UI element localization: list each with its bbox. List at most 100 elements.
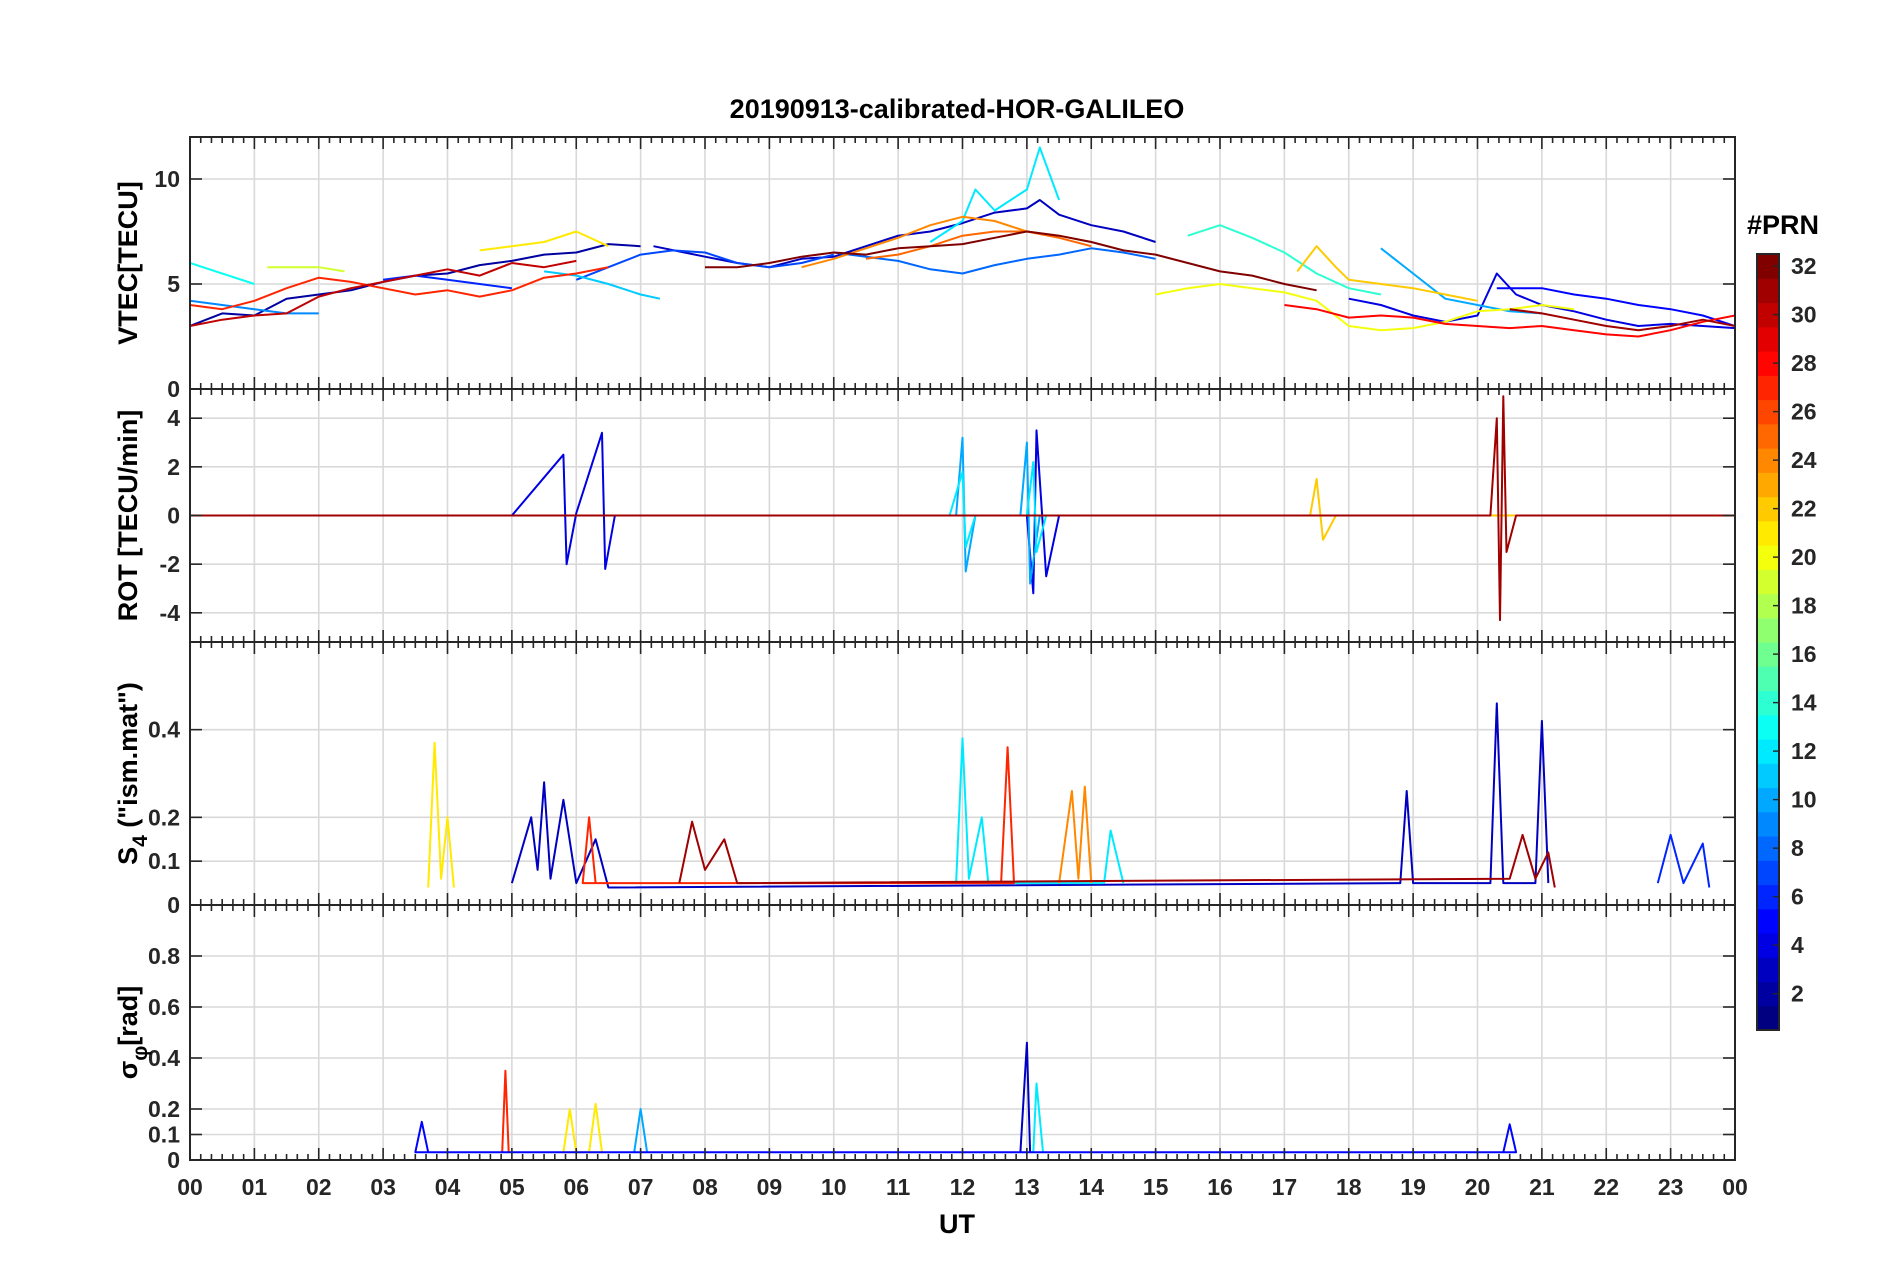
colorbar-label: #PRN — [1747, 210, 1819, 240]
series-prn-27 — [581, 746, 1015, 885]
x-tick-label: 08 — [692, 1174, 718, 1200]
x-tick-label: 00 — [177, 1174, 203, 1200]
colorbar-cell — [1757, 569, 1779, 595]
y-tick-label: 0.2 — [148, 804, 180, 830]
series-prn-20 — [1155, 283, 1575, 332]
colorbar-tick-label: 26 — [1791, 399, 1817, 425]
colorbar-cell — [1757, 1005, 1779, 1031]
colorbar-cell — [1757, 617, 1779, 643]
colorbar-tick-label: 10 — [1791, 787, 1817, 813]
colorbar-tick-label: 12 — [1791, 738, 1817, 764]
series-prn-7 — [575, 249, 835, 281]
y-label-sub: φ — [129, 1046, 152, 1061]
panel-s4: 0 0.1 0.2 0.4S4 ("ism.mat") — [113, 641, 1736, 918]
colorbar-cell — [1757, 448, 1779, 473]
y-tick-label: 0.6 — [148, 994, 180, 1020]
colorbar-cell — [1757, 787, 1779, 813]
grid-vtec — [190, 137, 1735, 389]
x-tick-label: 05 — [499, 1174, 525, 1200]
series-prn-21 — [427, 741, 455, 888]
series-prn-10 — [1380, 247, 1542, 315]
series-prn-25 — [865, 230, 1092, 260]
series-group-rot — [190, 395, 1735, 622]
series-prn-14 — [1187, 224, 1382, 296]
y-label-rest: ("ism.mat") — [113, 682, 143, 835]
colorbar-tick-label: 32 — [1791, 253, 1817, 279]
colorbar-tick-label: 2 — [1791, 981, 1804, 1007]
y-ticks-vtec: 0 5 10 — [154, 166, 1735, 402]
colorbar-tick-label: 18 — [1791, 593, 1817, 619]
series-prn-28 — [1284, 304, 1735, 338]
x-tick-label: 12 — [950, 1174, 976, 1200]
colorbar-cell — [1757, 884, 1779, 910]
x-tick-label: 21 — [1529, 1174, 1555, 1200]
series-prn-32 — [705, 230, 1317, 292]
y-tick-label: 0 — [167, 892, 180, 918]
colorbar-cell — [1757, 739, 1779, 764]
x-tick-labels: 00 01 02 03 04 05 06 07 08 09 10 11 12 13 14 15 16 17 18 19… — [177, 1174, 1748, 1200]
colorbar-cell — [1757, 908, 1779, 934]
colorbar-cell — [1757, 423, 1779, 449]
colorbar-cell — [1757, 496, 1779, 522]
colorbar-tick-label: 22 — [1791, 496, 1817, 522]
y-tick-label: 0 — [167, 503, 180, 529]
x-tick-label: 22 — [1593, 1174, 1619, 1200]
series-prn-24 — [1058, 785, 1093, 884]
series-prn-24 — [801, 215, 1092, 269]
x-tick-label: 10 — [821, 1174, 847, 1200]
y-tick-label: 0 — [167, 376, 180, 402]
series-prn-3 — [1019, 1041, 1032, 1153]
y-axis-label-s4: S4 ("ism.mat") — [113, 682, 152, 865]
series-prn-27 — [190, 266, 609, 311]
colorbar-cell — [1757, 326, 1779, 352]
y-tick-label: 0 — [167, 1147, 180, 1173]
series-prn-8 — [833, 247, 1156, 275]
series-prn-3 — [510, 702, 1550, 889]
colorbar-cell — [1757, 933, 1779, 958]
x-axis-label: UT — [939, 1209, 975, 1239]
series-prn-13 — [190, 262, 255, 285]
colorbar-cell — [1757, 763, 1779, 789]
y-tick-label: 4 — [167, 405, 180, 431]
series-prn-22 — [1296, 245, 1478, 302]
x-ticks-s4 — [189, 642, 1736, 905]
x-tick-label: 13 — [1014, 1174, 1040, 1200]
x-tick-label: 01 — [242, 1174, 268, 1200]
y-axis-label-rot: ROT [TECU/min] — [113, 410, 143, 621]
series-prn-10 — [633, 1108, 649, 1153]
series-group-vtec — [190, 146, 1735, 338]
colorbar-cell — [1757, 520, 1779, 546]
series-prn-12 — [1032, 1082, 1044, 1153]
y-label-main: σ — [113, 1061, 143, 1079]
series-prn-31 — [190, 395, 1735, 622]
colorbar-cell — [1757, 811, 1779, 837]
colorbar-cell — [1757, 472, 1779, 498]
series-prn-31 — [1509, 308, 1735, 332]
y-tick-label: 0.4 — [148, 717, 180, 743]
colorbar-cell — [1757, 254, 1779, 279]
y-axis-label-sigma: σφ[rad] — [113, 986, 152, 1080]
colorbar-tick-label: 28 — [1791, 350, 1817, 376]
colorbar-cell — [1757, 278, 1779, 304]
x-tick-label: 07 — [628, 1174, 654, 1200]
y-tick-label: 0.1 — [148, 848, 180, 874]
x-tick-label: 17 — [1272, 1174, 1298, 1200]
y-ticks-s4: 0 0.1 0.2 0.4 — [148, 717, 1735, 918]
colorbar-cell — [1757, 545, 1779, 570]
colorbar-cell — [1757, 593, 1779, 619]
colorbar-cell — [1757, 860, 1779, 886]
x-tick-label: 00 — [1722, 1174, 1748, 1200]
series-prn-12 — [929, 146, 1061, 243]
series-prn-5 — [414, 1120, 1518, 1154]
colorbar-tick-label: 14 — [1791, 690, 1817, 716]
colorbar-cell — [1757, 957, 1779, 983]
series-prn-31 — [678, 820, 1556, 888]
x-tick-label: 04 — [435, 1174, 461, 1200]
y-tick-label: 0.4 — [148, 1045, 180, 1071]
series-prn-6 — [1656, 833, 1711, 888]
colorbar-tick-label: 24 — [1791, 447, 1817, 473]
y-tick-label: 0.1 — [148, 1122, 180, 1148]
y-tick-label: 5 — [167, 271, 180, 297]
